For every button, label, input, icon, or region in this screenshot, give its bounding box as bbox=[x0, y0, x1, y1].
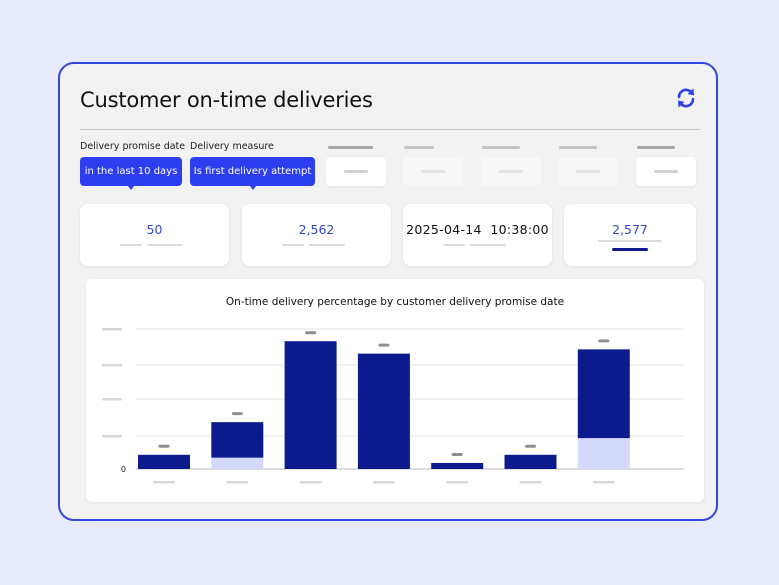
filter-placeholder-button[interactable] bbox=[403, 157, 463, 186]
filter-placeholder-button[interactable] bbox=[481, 157, 541, 186]
x-tick-placeholder bbox=[446, 481, 469, 484]
x-tick-placeholder bbox=[592, 481, 615, 484]
x-tick-placeholder bbox=[226, 481, 249, 484]
x-tick-placeholder bbox=[372, 481, 395, 484]
y-tick-placeholder bbox=[102, 398, 122, 401]
kpi-card[interactable]: 2025-04-14 10:38:00 bbox=[403, 204, 552, 266]
y-tick-label: 0 bbox=[121, 465, 126, 474]
bar-value-placeholder bbox=[525, 444, 536, 448]
bar-segment bbox=[431, 462, 484, 469]
kpi-value: 2025-04-14 10:38:00 bbox=[406, 222, 549, 237]
bar-segment bbox=[211, 422, 264, 458]
kpi-caption-line bbox=[598, 240, 662, 242]
bar-chart: 0 bbox=[102, 328, 684, 484]
bar-value-placeholder bbox=[231, 412, 243, 416]
kpi-caption-line bbox=[120, 244, 142, 246]
placeholder-line bbox=[499, 170, 523, 173]
placeholder-line bbox=[344, 170, 368, 173]
kpi-caption-line bbox=[147, 244, 183, 246]
bar-segment-light bbox=[211, 457, 264, 469]
kpi-value: 50 bbox=[146, 222, 163, 237]
bar-value-placeholder bbox=[451, 452, 463, 456]
filter-placeholder-button[interactable] bbox=[636, 157, 696, 186]
filter-promise-date-button[interactable]: in the last 10 days bbox=[80, 157, 182, 190]
placeholder-line bbox=[576, 170, 600, 173]
y-tick-placeholder bbox=[102, 328, 122, 331]
filter-label-delivery-measure: Delivery measure bbox=[190, 141, 274, 152]
filter-label-placeholder bbox=[559, 146, 597, 149]
bar-value-placeholder bbox=[158, 444, 170, 448]
kpi-progress-bar bbox=[612, 248, 648, 251]
bar-value-placeholder bbox=[378, 343, 390, 347]
page-title: Customer on-time deliveries bbox=[80, 88, 373, 112]
bar-value-placeholder bbox=[305, 331, 317, 335]
kpi-card[interactable]: 2,577 bbox=[564, 204, 696, 266]
filter-label-placeholder bbox=[404, 146, 434, 149]
x-tick-placeholder bbox=[299, 481, 322, 484]
bar-value-placeholder bbox=[598, 339, 610, 343]
kpi-caption-line bbox=[443, 244, 465, 246]
chart-panel: On-time delivery percentage by customer … bbox=[86, 279, 704, 502]
kpi-caption-line bbox=[309, 244, 345, 246]
kpi-value: 2,577 bbox=[612, 222, 648, 237]
bar-segment bbox=[138, 454, 190, 469]
placeholder-line bbox=[421, 170, 445, 173]
kpi-caption-line bbox=[470, 244, 506, 246]
bar-segment-light bbox=[577, 438, 630, 469]
filter-label-promise-date: Delivery promise date bbox=[80, 141, 186, 152]
bar-segment bbox=[504, 454, 557, 469]
x-tick-placeholder bbox=[153, 481, 175, 484]
filter-placeholder-button[interactable] bbox=[326, 157, 386, 186]
kpi-caption-line bbox=[282, 244, 304, 246]
x-tick-placeholder bbox=[519, 481, 542, 484]
kpi-card[interactable]: 50 bbox=[80, 204, 229, 266]
bar-segment bbox=[577, 349, 630, 439]
filter-label-placeholder bbox=[328, 146, 373, 149]
refresh-icon[interactable] bbox=[672, 84, 700, 112]
placeholder-line bbox=[654, 170, 678, 173]
filter-delivery-measure-button[interactable]: Is first delivery attempt bbox=[190, 157, 315, 190]
kpi-card[interactable]: 2,562 bbox=[242, 204, 391, 266]
y-tick-placeholder bbox=[102, 364, 122, 367]
bar-segment bbox=[284, 341, 337, 469]
dashboard-card: Customer on-time deliveries Delivery pro… bbox=[58, 62, 718, 521]
filter-label-placeholder bbox=[482, 146, 520, 149]
header-divider bbox=[80, 129, 700, 130]
kpi-value: 2,562 bbox=[298, 222, 335, 237]
filter-placeholder-button[interactable] bbox=[558, 157, 618, 186]
y-tick-placeholder bbox=[102, 435, 122, 438]
chart-title: On-time delivery percentage by customer … bbox=[225, 296, 565, 308]
bar-segment bbox=[357, 353, 410, 469]
filter-label-placeholder bbox=[637, 146, 675, 149]
